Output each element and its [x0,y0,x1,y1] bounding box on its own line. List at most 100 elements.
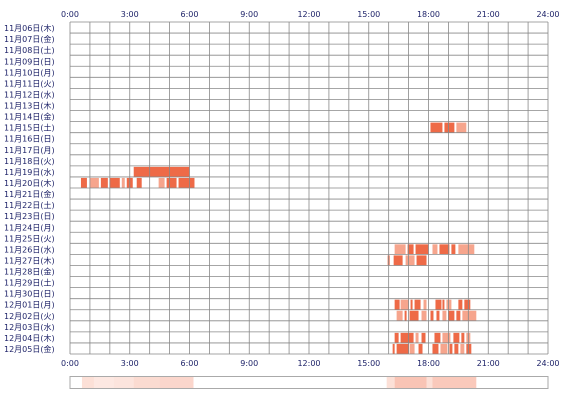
activity-bar [434,332,441,343]
activity-bar [430,310,434,321]
x-tick-label-bottom: 21:00 [477,359,500,368]
activity-bar [461,332,465,343]
activity-bar [444,122,455,133]
row-label: 11月18日(火) [4,157,55,166]
row-label: 12月02日(火) [4,312,55,321]
summary-strip-segment [426,377,433,388]
summary-strip-segment [133,377,160,388]
summary-strip-segment [81,377,94,388]
activity-bar [121,177,125,188]
activity-bar [458,244,475,255]
row-label: 11月11日(火) [4,79,55,88]
activity-bar [456,310,461,321]
x-tick-label-top: 9:00 [240,10,258,19]
row-label: 11月22日(土) [4,200,55,210]
row-label: 11月25日(火) [4,234,55,243]
row-label: 11月29日(土) [4,278,55,288]
activity-bar [394,299,400,310]
row-label: 12月01日(月) [4,301,55,310]
activity-bar [89,177,99,188]
x-tick-label-bottom: 12:00 [297,359,320,368]
activity-bars [80,122,477,354]
activity-bar [439,244,450,255]
x-tick-label-top: 12:00 [297,10,320,19]
row-label: 12月03日(水) [4,322,55,332]
activity-bar [430,122,443,133]
activity-bar [133,166,190,177]
activity-bar [440,343,448,354]
row-label: 11月07日(金) [4,34,55,44]
row-label: 11月14日(金) [4,112,55,122]
summary-strip-segment [93,377,114,388]
activity-bar [394,332,399,343]
summary-strip-segment [386,377,395,388]
x-tick-label-top: 15:00 [357,10,380,19]
activity-bar [178,177,195,188]
summary-strip-segment [432,377,477,388]
activity-bar [446,299,452,310]
activity-bar [415,244,429,255]
row-label: 11月15日(土) [4,123,55,133]
activity-bar [396,310,403,321]
activity-bar [393,255,403,266]
summary-strip [69,376,549,389]
x-tick-label-bottom: 3:00 [121,359,139,368]
row-label: 11月21日(金) [4,189,55,199]
activity-bar [166,177,177,188]
summary-strip-frame [69,376,549,389]
x-tick-label-top: 24:00 [536,10,559,19]
activity-bar [109,177,120,188]
grid [69,21,549,355]
x-tick-label-bottom: 9:00 [240,359,258,368]
activity-bar [462,310,477,321]
activity-bar [405,255,415,266]
activity-bar [456,122,467,133]
activity-bar [400,332,414,343]
activity-bar [404,310,407,321]
summary-strip-segment [159,377,194,388]
x-tick-label-bottom: 6:00 [181,359,199,368]
x-tick-label-top: 21:00 [477,10,500,19]
activity-bar [394,244,406,255]
activity-bar [460,343,465,354]
x-tick-label-bottom: 24:00 [536,359,559,368]
activity-bar [466,343,472,354]
x-tick-label-bottom: 0:00 [61,359,79,368]
x-tick-label-top: 18:00 [417,10,440,19]
row-label: 12月04日(木) [4,333,55,343]
activity-bar [451,244,456,255]
activity-bar [442,299,445,310]
row-label: 11月12日(水) [4,89,55,99]
activity-bar [410,299,413,310]
row-label: 11月26日(水) [4,244,55,254]
top-tick-labels: 0:00 3:00 6:00 9:00 12:00 15:00 18:00 21:00 24:0… [61,10,560,19]
activity-bar [396,343,409,354]
row-label: 11月17日(月) [4,146,55,155]
activity-bar [100,177,108,188]
activity-bar [436,310,440,321]
summary-strip-segment [113,377,134,388]
row-label: 11月27日(木) [4,255,55,265]
row-label: 11月30日(日) [4,290,55,299]
activity-bar [442,310,447,321]
row-label: 11月24日(月) [4,223,55,232]
activity-bar [442,332,451,343]
activity-bar [409,343,415,354]
activity-bar [464,299,471,310]
row-label: 11月28日(金) [4,267,55,277]
activity-bar [407,244,414,255]
activity-bar [449,343,453,354]
row-label: 11月19日(水) [4,167,55,177]
activity-bar [80,177,87,188]
x-tick-label-bottom: 18:00 [417,359,440,368]
activity-bar [423,299,427,310]
row-label: 11月13日(木) [4,101,55,111]
activity-bar [414,299,421,310]
activity-bar [158,177,165,188]
activity-bar [421,310,427,321]
x-tick-label-top: 3:00 [121,10,139,19]
activity-bar [453,332,460,343]
row-label: 11月16日(日) [4,135,55,144]
activity-bar [421,332,426,343]
